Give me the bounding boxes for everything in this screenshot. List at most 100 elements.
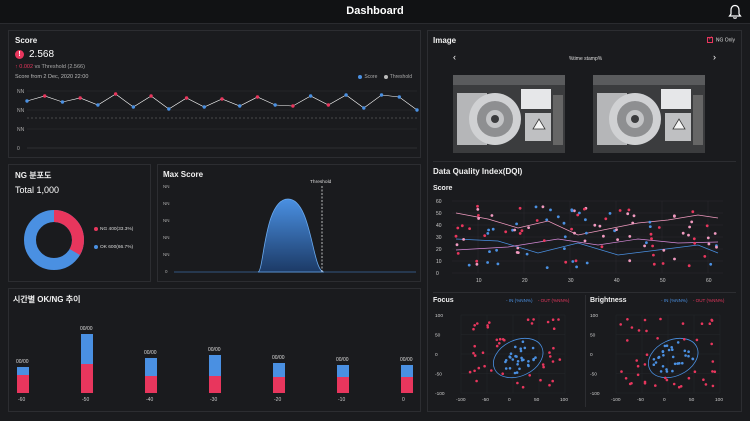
in-point: [514, 345, 517, 349]
bar-ng: [145, 376, 157, 393]
dqi-point: [693, 241, 697, 245]
time-okng-panel: 시간별 OK/NG 추이 00/00 -60 00/00 -50 00/00 -40 00/…: [8, 288, 421, 412]
dqi-point: [476, 204, 479, 208]
x-tick-label: -20: [274, 397, 281, 403]
out-point: [626, 339, 629, 342]
brightness-in-label: - IN (%NN%): [661, 298, 688, 303]
scatter-ytick: 0: [435, 352, 438, 358]
scatter-xtick: -50: [637, 397, 644, 403]
dqi-point: [632, 214, 636, 218]
in-point: [657, 356, 660, 359]
legend-ng-dot: [94, 226, 98, 231]
legend-score-dot: [358, 74, 363, 79]
score-delta-value: 0.002: [19, 64, 34, 70]
ng-dist-total: Total 1,000: [15, 185, 60, 195]
in-point: [511, 358, 515, 361]
out-point: [681, 322, 685, 325]
out-point: [473, 324, 476, 327]
out-point: [693, 370, 697, 373]
dqi-point: [515, 251, 519, 254]
bar-ok: [209, 355, 221, 376]
bar-label: 00/00: [336, 357, 349, 363]
out-point: [498, 337, 502, 341]
out-point: [711, 360, 715, 363]
in-point: [532, 358, 535, 362]
score-point: [78, 96, 82, 100]
chevron-left-icon[interactable]: ‹: [453, 52, 456, 62]
in-point: [516, 363, 519, 366]
dqi-xtick: 50: [660, 278, 666, 284]
in-point: [671, 355, 675, 359]
scatter-xtick: -100: [456, 397, 466, 403]
in-point: [687, 350, 690, 353]
score-value: 2.568: [29, 49, 55, 60]
dqi-point: [691, 210, 695, 214]
score-point: [113, 92, 118, 96]
dqi-ytick: 10: [436, 259, 442, 265]
out-point: [659, 317, 662, 321]
inspection-image-2[interactable]: [593, 75, 705, 153]
max-score-area: [257, 198, 325, 273]
bell-icon[interactable]: [728, 4, 742, 20]
inlier-ellipse: [648, 337, 699, 379]
dqi-point: [527, 226, 530, 229]
legend-ok-dot: [94, 244, 98, 249]
max-score-ytick: NN: [163, 184, 170, 189]
dqi-point: [516, 246, 520, 250]
bar-ok: [17, 367, 29, 375]
out-point: [495, 338, 499, 342]
dqi-point: [571, 260, 575, 263]
dqi-title: Data Quality Index(DQI): [433, 167, 523, 176]
ng-legend: NG 400(33.3%) OK 600(66.7%): [94, 225, 133, 253]
ng-donut-chart: [24, 210, 84, 270]
out-point: [710, 342, 713, 346]
chevron-right-icon[interactable]: ›: [713, 52, 716, 62]
dqi-point: [615, 228, 618, 231]
legend-ng-label: NG 400(33.3%): [100, 227, 134, 232]
dqi-point: [570, 227, 573, 231]
ng-dist-title: NG 분포도: [15, 171, 52, 180]
in-point: [676, 362, 679, 365]
in-point: [665, 344, 669, 347]
out-point: [546, 320, 550, 324]
score-panel: Score ! 2.568 ↑ 0.002 vs Threshold (2.56…: [8, 30, 421, 158]
out-point: [551, 318, 555, 321]
scatter-xtick: 100: [560, 397, 568, 403]
out-point: [490, 369, 493, 372]
focus-title: Focus: [433, 297, 454, 304]
dqi-point: [541, 205, 545, 209]
out-point: [683, 338, 686, 341]
dqi-point: [495, 248, 498, 252]
out-point: [473, 369, 476, 373]
in-point: [654, 361, 658, 364]
legend-score-label: Score: [364, 74, 378, 80]
out-point: [679, 385, 683, 388]
in-point: [676, 341, 680, 344]
out-point: [643, 382, 647, 385]
dqi-point: [556, 215, 560, 219]
out-point: [626, 318, 629, 321]
checkbox-icon[interactable]: ✓: [706, 36, 713, 43]
dqi-point: [688, 225, 691, 229]
in-point: [527, 360, 530, 363]
focus-in-label: - IN (%NN%): [506, 298, 533, 303]
dqi-point: [563, 247, 566, 250]
dqi-point: [616, 238, 619, 241]
score-point: [149, 94, 153, 98]
scatter-xtick: -100: [611, 397, 621, 403]
out-point: [687, 376, 691, 380]
score-point: [415, 108, 419, 112]
score-point: [25, 99, 29, 103]
dqi-point: [651, 244, 654, 248]
bar-ok: [145, 358, 157, 376]
x-tick-label: -60: [18, 397, 25, 403]
in-point: [518, 367, 521, 371]
in-point: [531, 346, 535, 350]
out-point: [710, 318, 713, 322]
dqi-point: [673, 215, 676, 218]
in-point: [665, 368, 668, 371]
in-point: [659, 370, 663, 373]
ng-only-toggle[interactable]: ✓ NG Only: [706, 36, 735, 43]
out-point: [481, 351, 485, 354]
inspection-image-1[interactable]: [453, 75, 565, 153]
